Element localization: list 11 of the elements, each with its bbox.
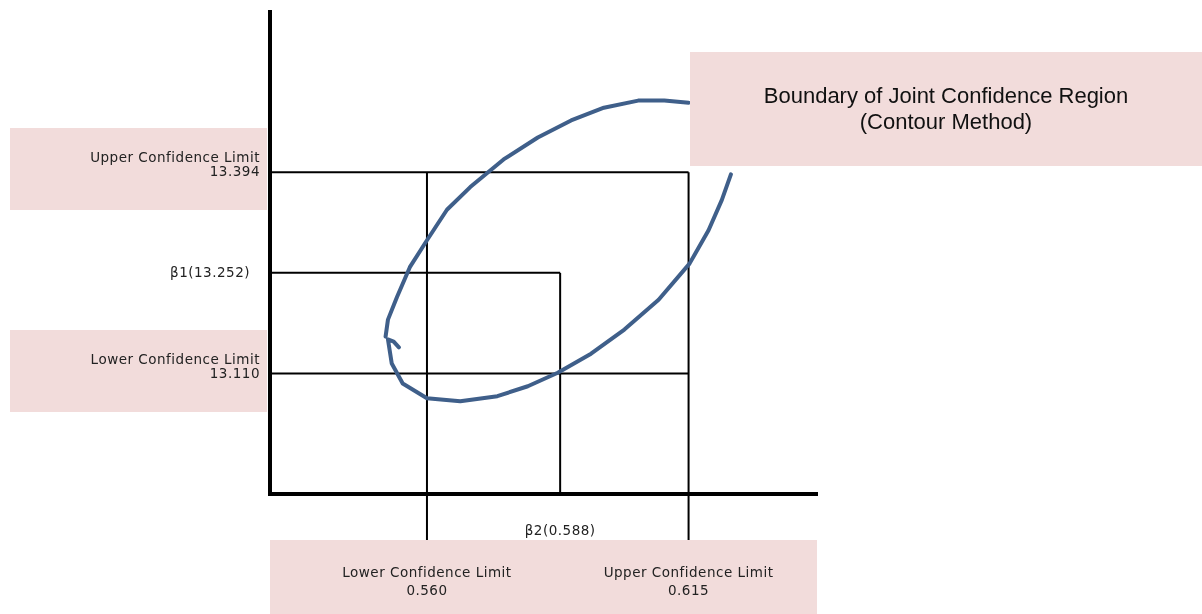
y-tick-label: 13.394: [209, 163, 260, 180]
annotation: Boundary of Joint Confidence Region (Contour Method): [763, 82, 1129, 136]
ref-line-label: Lower Confidence Limit: [342, 563, 512, 581]
ref-line-label: Upper Confidence Limit: [90, 149, 260, 166]
ref-line-label: β1(13.252): [170, 264, 250, 281]
x-tick-label: 0.560: [406, 581, 448, 599]
ref-line-label: Upper Confidence Limit: [603, 563, 774, 581]
ref-line-label: Lower Confidence Limit: [90, 350, 260, 367]
ref-line-label: β2(0.588): [524, 521, 596, 539]
x-tick-label: 0.615: [667, 581, 710, 599]
y-tick-label: 13.110: [209, 364, 260, 381]
